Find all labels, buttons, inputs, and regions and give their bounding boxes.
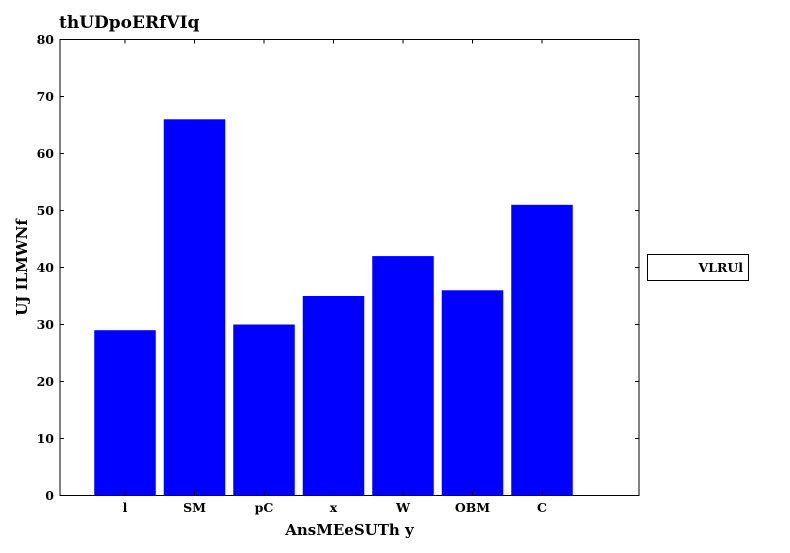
bars-group [94, 119, 573, 496]
y-tick-label: 20 [37, 374, 55, 389]
x-tick-label: l [123, 500, 128, 515]
x-tick-label: SM [183, 500, 206, 515]
chart-title: thUDpoERfVIq [59, 13, 200, 33]
x-axis: l SM pC x W OBM C [123, 39, 547, 515]
x-tick-label: pC [255, 500, 274, 515]
bar-l [94, 330, 156, 496]
bar-W [372, 256, 434, 496]
y-tick-label: 40 [37, 260, 55, 275]
y-axis-label: UJ ILMWNf [13, 218, 31, 316]
y-axis: 0 10 20 30 40 50 60 70 80 [37, 32, 639, 503]
y-tick-label: 70 [37, 89, 55, 104]
legend-box [647, 254, 749, 281]
legend: VLRUl [647, 254, 749, 281]
y-tick-label: 50 [37, 203, 55, 218]
bar-pC [233, 324, 295, 496]
x-axis-label: AnsMEeSUTh y [284, 521, 415, 539]
x-tick-label: C [537, 500, 547, 515]
bar-OBM [441, 290, 504, 496]
y-tick-label: 10 [37, 431, 55, 446]
x-tick-label: W [395, 500, 411, 515]
legend-label: VLRUl [697, 260, 743, 275]
x-tick-label: OBM [455, 500, 490, 515]
bar-C [511, 204, 573, 496]
y-tick-label: 30 [37, 317, 55, 332]
y-tick-label: 80 [37, 32, 55, 47]
bar-SM [163, 119, 226, 496]
y-tick-label: 60 [37, 146, 55, 161]
bar-x [302, 296, 365, 496]
x-tick-label: x [330, 500, 338, 515]
y-tick-label: 0 [45, 488, 54, 503]
